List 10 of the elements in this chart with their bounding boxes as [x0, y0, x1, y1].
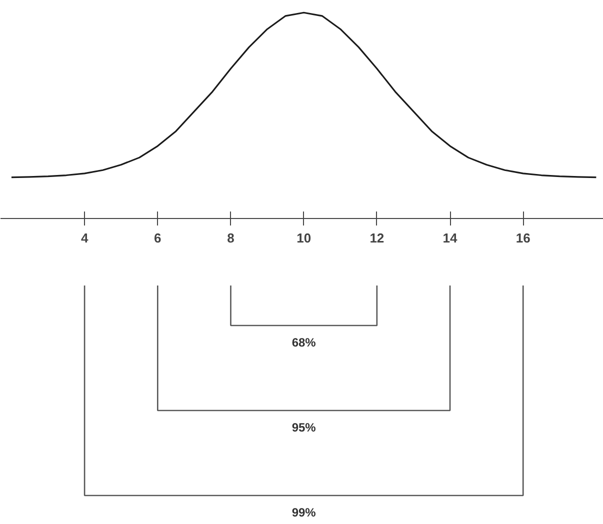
text: 99% [292, 506, 316, 520]
x-tick-label: 8 [227, 230, 234, 246]
x-tick-label: 16 [516, 230, 530, 246]
x-tick-label: 12 [370, 230, 384, 246]
text: 95% [292, 420, 316, 434]
text: 68% [292, 336, 316, 350]
x-tick-label: 14 [442, 230, 458, 246]
x-tick-label: 10 [296, 230, 312, 246]
x-tick-label: 6 [154, 230, 162, 246]
x-tick-label: 4 [80, 230, 89, 246]
